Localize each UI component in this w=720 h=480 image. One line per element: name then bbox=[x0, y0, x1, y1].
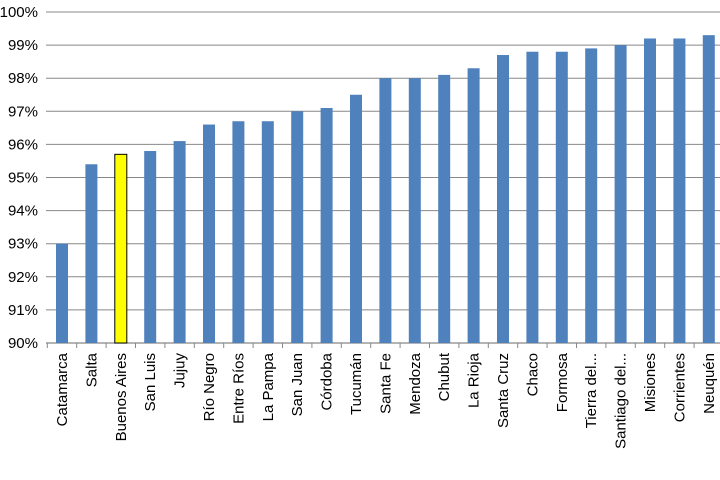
bar-c-rdoba bbox=[320, 107, 333, 344]
x-category-label: Chaco bbox=[524, 353, 541, 396]
x-category-label: Santiago del... bbox=[613, 353, 630, 449]
x-category-label: Neuquén bbox=[701, 353, 718, 414]
x-category-label: Córdoba bbox=[319, 352, 336, 410]
x-category-label: Tucumán bbox=[348, 353, 365, 415]
y-tick-label: 93% bbox=[8, 236, 38, 253]
x-axis-category-labels: Catamarca Salta Buenos Aires San Luis Jujuy R… bbox=[54, 352, 718, 449]
y-tick-label: 95% bbox=[8, 170, 38, 187]
bar-chaco bbox=[526, 51, 539, 343]
x-category-label: Tierra del... bbox=[583, 353, 600, 428]
x-category-label: Entre Ríos bbox=[230, 353, 247, 424]
x-category-label: Santa Cruz bbox=[495, 353, 512, 428]
x-category-label: San Luis bbox=[142, 353, 159, 411]
bar-entre-r-os bbox=[232, 121, 245, 343]
bar-tierra-del- bbox=[585, 48, 598, 343]
x-category-label: Formosa bbox=[554, 352, 571, 412]
x-category-label: Chubut bbox=[436, 352, 453, 401]
bar-la-pampa bbox=[261, 121, 274, 343]
y-tick-label: 91% bbox=[8, 302, 38, 319]
x-category-label: Jujuy bbox=[172, 353, 189, 389]
y-tick-label: 92% bbox=[8, 269, 38, 286]
bar-salta bbox=[85, 164, 98, 343]
y-axis-tick-labels: 90% 91% 92% 93% 94% 95% 96% 97% 98% 99% 100% bbox=[0, 4, 38, 352]
bar-la-rioja bbox=[467, 68, 480, 344]
bar-santa-fe bbox=[379, 78, 392, 343]
bar-san-juan bbox=[291, 111, 304, 343]
bar-misiones bbox=[644, 38, 656, 343]
x-category-label: Salta bbox=[83, 352, 100, 387]
bar-chubut bbox=[438, 74, 451, 343]
x-category-label: La Pampa bbox=[260, 352, 277, 421]
x-category-label: Corrientes bbox=[671, 353, 688, 422]
bar-neuqu-n bbox=[702, 35, 715, 344]
bar-formosa bbox=[555, 51, 568, 343]
bars bbox=[56, 35, 715, 344]
bar-santa-cruz bbox=[497, 55, 509, 343]
y-tick-label: 98% bbox=[8, 70, 38, 87]
bar-catamarca bbox=[56, 243, 68, 343]
x-category-label: La Rioja bbox=[466, 352, 483, 408]
bar-mendoza bbox=[408, 78, 421, 343]
x-category-label: Santa Fe bbox=[377, 353, 394, 414]
y-tick-label: 96% bbox=[8, 136, 38, 153]
y-tick-label: 97% bbox=[8, 103, 38, 120]
bar-santiago-del- bbox=[614, 45, 627, 343]
bar-buenos-aires bbox=[114, 153, 128, 344]
x-category-label: Buenos Aires bbox=[113, 353, 130, 441]
x-category-label: Misiones bbox=[642, 353, 659, 412]
x-category-label: Río Negro bbox=[201, 353, 218, 421]
y-tick-label: 90% bbox=[8, 335, 38, 352]
bar-r-o-negro bbox=[203, 124, 215, 343]
y-tick-label: 94% bbox=[8, 203, 38, 220]
x-category-label: Mendoza bbox=[407, 352, 424, 414]
x-category-label: Catamarca bbox=[54, 352, 71, 426]
bar-san-luis bbox=[144, 151, 157, 343]
bar-tucum-n bbox=[350, 94, 362, 343]
bar-corrientes bbox=[673, 38, 686, 343]
y-tick-label: 100% bbox=[0, 4, 38, 21]
y-tick-label: 99% bbox=[8, 37, 38, 54]
x-category-label: San Juan bbox=[289, 353, 306, 416]
bar-jujuy bbox=[173, 141, 186, 343]
